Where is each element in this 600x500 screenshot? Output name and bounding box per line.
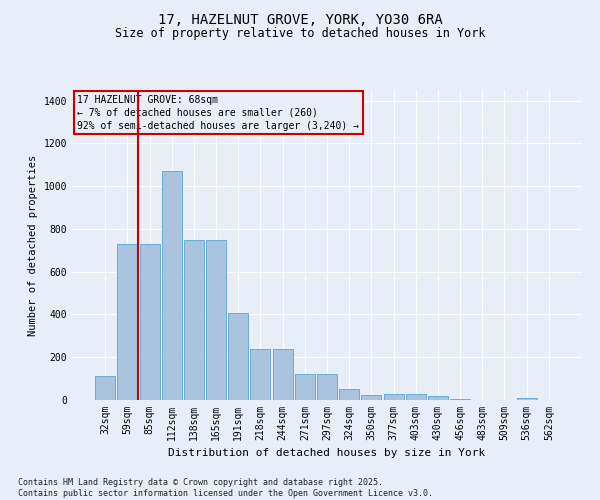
Bar xyxy=(95,376,115,400)
Bar xyxy=(428,396,448,400)
Bar xyxy=(184,240,204,400)
Bar xyxy=(250,350,271,400)
Bar xyxy=(228,314,248,400)
Bar xyxy=(206,240,226,400)
Y-axis label: Number of detached properties: Number of detached properties xyxy=(28,154,38,336)
Bar xyxy=(317,374,337,400)
Text: 17 HAZELNUT GROVE: 68sqm
← 7% of detached houses are smaller (260)
92% of semi-d: 17 HAZELNUT GROVE: 68sqm ← 7% of detache… xyxy=(77,94,359,131)
Bar xyxy=(339,390,359,400)
Text: 17, HAZELNUT GROVE, YORK, YO30 6RA: 17, HAZELNUT GROVE, YORK, YO30 6RA xyxy=(158,12,442,26)
Bar xyxy=(162,171,182,400)
Bar xyxy=(450,399,470,400)
Text: Contains HM Land Registry data © Crown copyright and database right 2025.
Contai: Contains HM Land Registry data © Crown c… xyxy=(18,478,433,498)
Bar xyxy=(517,398,536,400)
Text: Size of property relative to detached houses in York: Size of property relative to detached ho… xyxy=(115,28,485,40)
Bar xyxy=(118,244,137,400)
Bar xyxy=(295,374,315,400)
Bar xyxy=(383,394,404,400)
Bar xyxy=(406,394,426,400)
X-axis label: Distribution of detached houses by size in York: Distribution of detached houses by size … xyxy=(169,448,485,458)
Bar xyxy=(272,350,293,400)
Bar xyxy=(140,244,160,400)
Bar xyxy=(361,394,382,400)
